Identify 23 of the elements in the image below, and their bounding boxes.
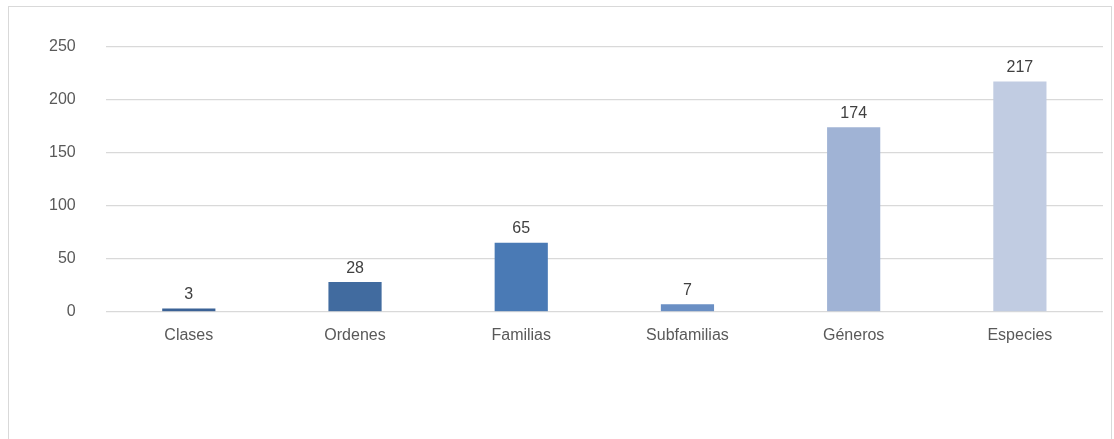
y-tick-label: 50 [57, 249, 76, 267]
data-label: 28 [346, 258, 365, 276]
x-tick-label: Especies [987, 325, 1053, 343]
y-tick-label: 100 [48, 196, 76, 214]
x-tick-label: Familias [491, 325, 552, 343]
bar [328, 282, 382, 312]
y-tick-label: 150 [48, 143, 76, 161]
y-tick-label: 250 [48, 37, 76, 55]
data-label: 65 [512, 219, 531, 237]
x-tick-label: Clases [164, 325, 214, 343]
x-tick-label: Géneros [822, 325, 885, 343]
data-label: 7 [683, 280, 692, 298]
bar [494, 242, 548, 312]
data-label: 174 [840, 103, 868, 121]
data-label: 3 [184, 285, 194, 303]
bar [660, 304, 715, 312]
y-tick-label: 200 [48, 90, 76, 108]
bar [993, 81, 1047, 312]
y-tick-label: 0 [66, 302, 76, 320]
bar [827, 127, 881, 312]
x-tick-label: Subfamilias [646, 325, 729, 343]
x-tick-label: Ordenes [324, 325, 386, 343]
data-label: 217 [1006, 58, 1034, 76]
